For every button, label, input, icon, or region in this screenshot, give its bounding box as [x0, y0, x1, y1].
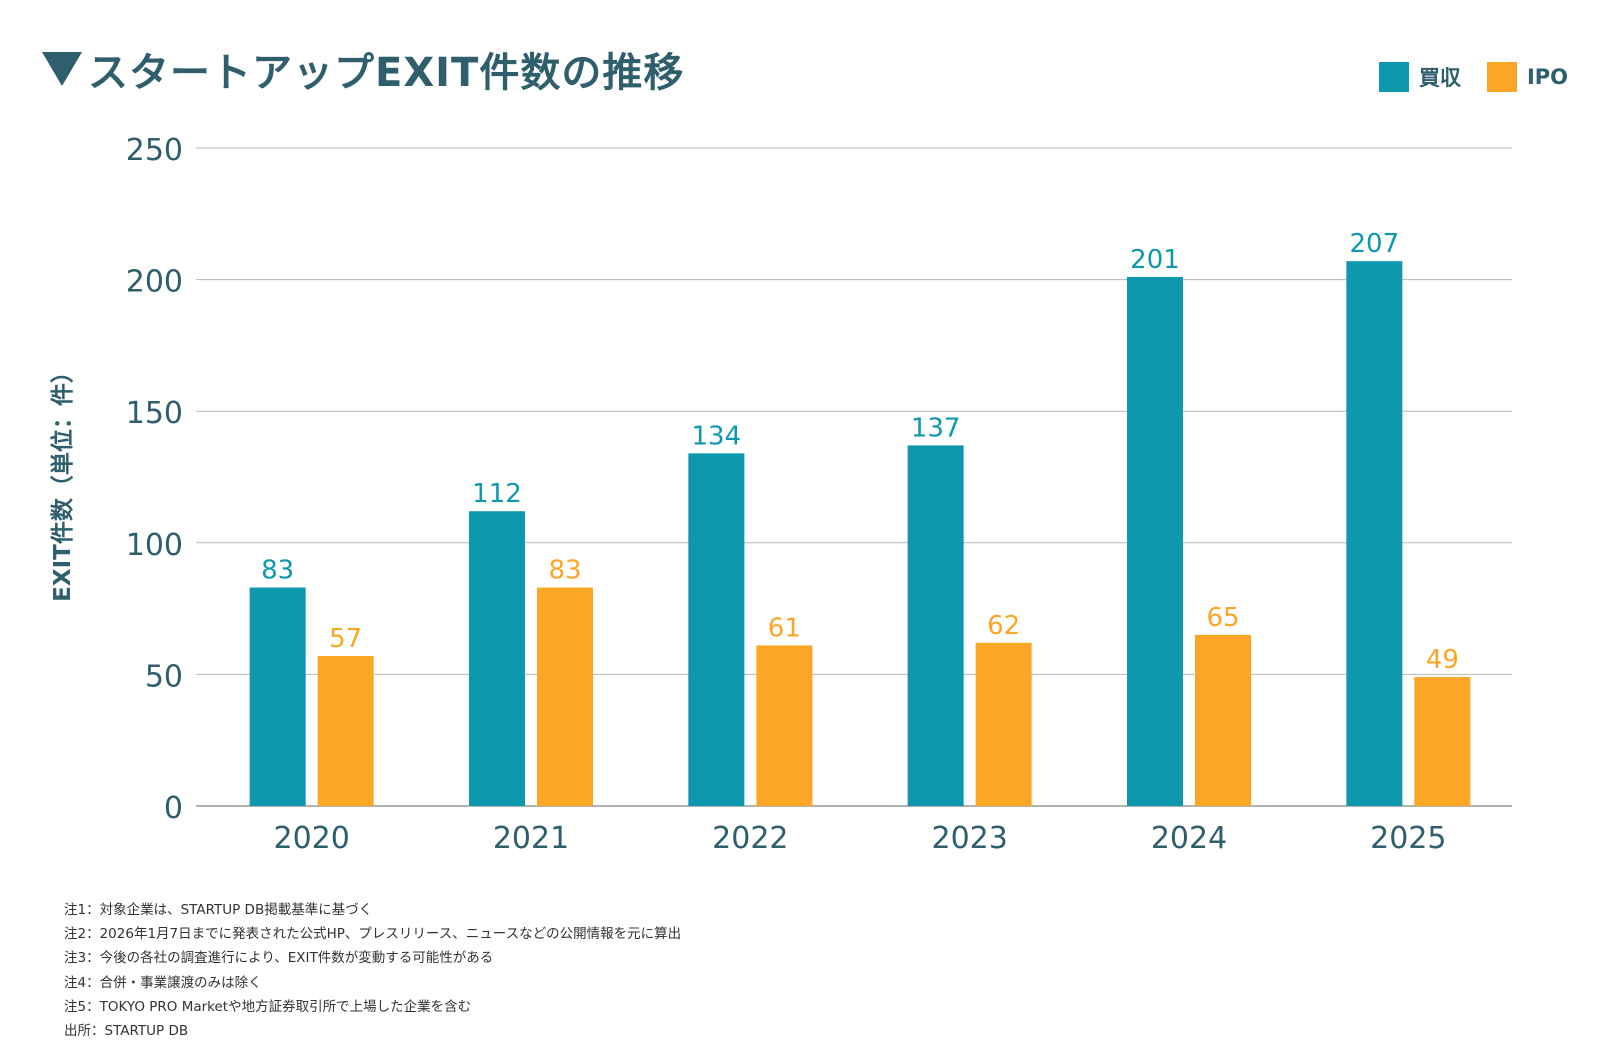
footnotes: 注1：対象企業は、STARTUP DB掲載基準に基づく 注2：2026年1月7日… — [64, 898, 681, 1043]
footnote: 注4：合併・事業譲渡のみは除く — [64, 974, 262, 991]
y-tick-label: 150 — [126, 396, 183, 431]
chart-title-text: スタートアップEXIT件数の推移 — [88, 50, 685, 96]
bar-ipo — [1414, 677, 1471, 806]
data-label-ipo: 61 — [768, 613, 801, 643]
x-tick-label: 2022 — [712, 821, 788, 856]
data-labels: 83 57 112 83 134 61 137 62 201 65 207 49 — [261, 229, 1459, 675]
bar-ipo — [975, 642, 1032, 806]
x-tick-label: 2020 — [273, 821, 349, 856]
y-tick-label: 50 — [145, 659, 183, 694]
bars — [249, 261, 1471, 806]
footnote: 注3：今後の各社の調査進行により、EXIT件数が変動する可能性がある — [64, 950, 494, 967]
y-axis-ticks: 0 50 100 150 200 250 — [126, 133, 183, 826]
bar-ipo — [1195, 634, 1251, 806]
y-tick-label: 0 — [164, 791, 183, 826]
footnote: 注5：TOKYO PRO Marketや地方証券取引所で上場した企業を含む — [64, 998, 472, 1015]
bar-acquisition — [907, 445, 964, 806]
bar-acquisition — [469, 511, 525, 806]
y-axis-label: EXIT件数（単位：件） — [49, 360, 76, 602]
y-tick-label: 200 — [126, 265, 183, 300]
legend-item-ipo: IPO — [1486, 62, 1568, 92]
x-tick-label: 2025 — [1370, 821, 1446, 856]
footnote: 注1：対象企業は、STARTUP DB掲載基準に基づく — [64, 902, 373, 918]
x-tick-label: 2023 — [931, 821, 1007, 856]
data-label-ipo: 57 — [329, 624, 362, 654]
data-label-ipo: 49 — [1426, 645, 1459, 675]
y-tick-label: 250 — [126, 133, 183, 168]
grid-lines — [196, 147, 1512, 807]
legend-item-acquisition: 買収 — [1378, 62, 1461, 92]
data-label-acquisition: 137 — [911, 413, 961, 443]
bar-acquisition — [1127, 276, 1183, 806]
chart-title: スタートアップEXIT件数の推移 — [42, 40, 684, 98]
data-label-acquisition: 134 — [692, 421, 742, 451]
data-label-acquisition: 207 — [1350, 229, 1400, 259]
bar-ipo — [756, 645, 813, 806]
bar-acquisition — [1346, 261, 1403, 806]
legend-label-acquisition: 買収 — [1418, 66, 1461, 90]
source-note: 出所：STARTUP DB — [64, 1023, 189, 1040]
legend: 買収 IPO — [1353, 62, 1568, 92]
bar-acquisition — [249, 587, 306, 806]
x-tick-label: 2024 — [1151, 821, 1227, 856]
x-axis-ticks: 2020 2021 2022 2023 2024 2025 — [273, 821, 1446, 856]
legend-swatch-acquisition — [1378, 62, 1409, 92]
data-label-ipo: 83 — [548, 556, 581, 586]
data-label-ipo: 65 — [1206, 603, 1239, 633]
triangle-down-icon — [42, 52, 82, 86]
bar-chart: 0 50 100 150 200 250 83 57 112 83 134 61 137 62 201 65… — [49, 133, 1512, 856]
bar-ipo — [537, 587, 593, 806]
footnote: 注2：2026年1月7日までに発表された公式HP、プレスリリース、ニュースなどの… — [64, 926, 682, 943]
legend-label-ipo: IPO — [1526, 65, 1568, 89]
y-tick-label: 100 — [126, 528, 183, 563]
legend-swatch-ipo — [1486, 62, 1517, 92]
x-tick-label: 2021 — [493, 821, 569, 856]
data-label-acquisition: 201 — [1130, 245, 1180, 275]
bar-acquisition — [688, 453, 745, 806]
data-label-acquisition: 83 — [261, 556, 294, 586]
data-label-ipo: 62 — [987, 611, 1020, 641]
data-label-acquisition: 112 — [472, 479, 522, 509]
bar-ipo — [317, 655, 374, 806]
